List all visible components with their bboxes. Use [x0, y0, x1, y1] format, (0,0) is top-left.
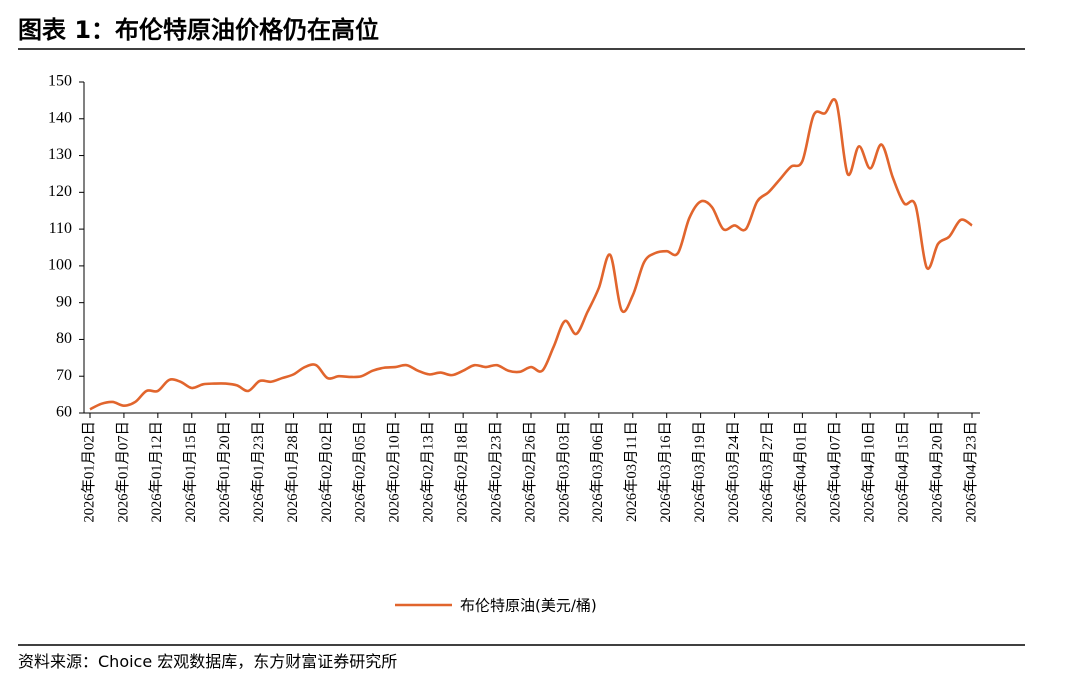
- y-tick-label: 130: [48, 146, 72, 163]
- x-tick-label: 2026年03月03日: [555, 421, 572, 523]
- x-tick-label: 2026年01月20日: [216, 421, 233, 523]
- y-tick-label: 70: [56, 367, 72, 384]
- x-tick-label: 2026年02月13日: [420, 421, 437, 523]
- x-tick-label: 2026年04月20日: [928, 421, 945, 523]
- x-tick-label: 2026年01月28日: [284, 421, 301, 523]
- chart-title: 图表 1：布伦特原油价格仍在高位: [18, 16, 379, 44]
- x-tick-label: 2026年03月19日: [691, 421, 708, 523]
- x-tick-label: 2026年03月27日: [759, 421, 776, 523]
- y-tick-label: 120: [48, 183, 72, 200]
- x-tick-label: 2026年04月10日: [861, 421, 878, 523]
- y-tick-label: 140: [48, 109, 72, 126]
- x-tick-label: 2026年02月05日: [352, 421, 369, 523]
- x-tick-label: 2026年03月06日: [589, 421, 606, 523]
- x-tick-label: 2026年02月10日: [386, 421, 403, 523]
- y-tick-label: 110: [49, 220, 72, 237]
- price-line: [89, 98, 973, 411]
- source-note: 资料来源：Choice 宏观数据库，东方财富证券研究所: [18, 652, 397, 671]
- x-tick-label: 2026年01月02日: [80, 421, 97, 523]
- x-tick-label: 2026年01月15日: [182, 421, 199, 523]
- x-tick-label: 2026年01月07日: [114, 421, 131, 523]
- x-tick-label: 2026年01月23日: [250, 421, 267, 523]
- x-tick-label: 2026年02月26日: [521, 421, 538, 523]
- x-tick-label: 2026年02月02日: [318, 421, 335, 523]
- x-tick-label: 2026年03月16日: [657, 421, 674, 523]
- x-tick-label: 2026年04月07日: [827, 421, 844, 523]
- x-tick-label: 2026年04月01日: [793, 421, 810, 523]
- y-tick-label: 80: [56, 330, 72, 347]
- x-tick-label: 2026年04月15日: [894, 421, 911, 523]
- x-tick-label: 2026年03月24日: [725, 421, 742, 523]
- x-tick-label: 2026年04月23日: [962, 421, 979, 523]
- y-tick-label: 100: [48, 257, 72, 274]
- y-tick-label: 150: [48, 73, 72, 90]
- y-tick-label: 60: [56, 404, 72, 421]
- y-tick-label: 90: [56, 293, 72, 310]
- x-tick-label: 2026年03月11日: [623, 421, 640, 522]
- x-tick-label: 2026年02月23日: [487, 421, 504, 523]
- x-tick-label: 2026年01月12日: [148, 421, 165, 523]
- x-tick-label: 2026年02月18日: [453, 421, 470, 523]
- legend-label: 布伦特原油(美元/桶): [460, 597, 597, 615]
